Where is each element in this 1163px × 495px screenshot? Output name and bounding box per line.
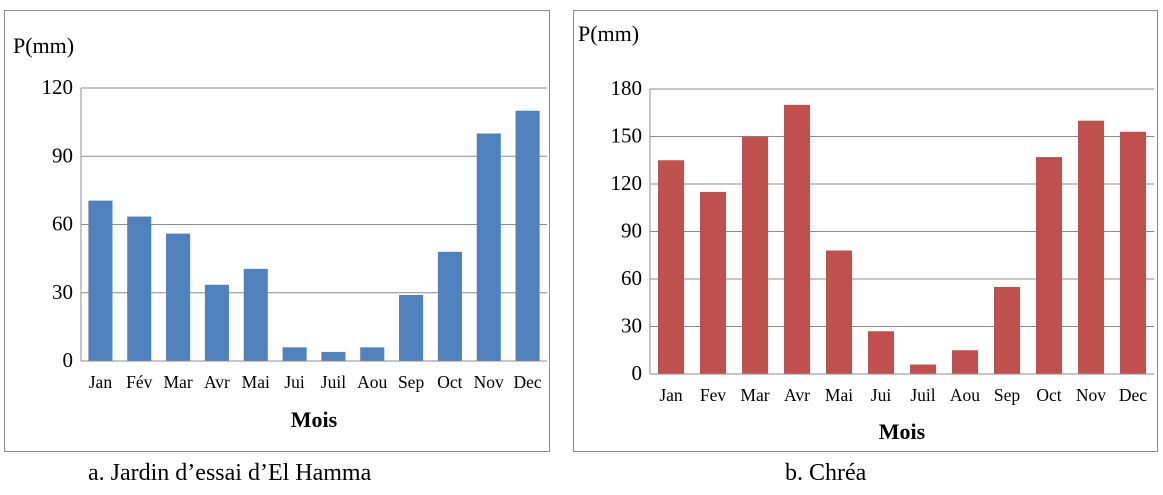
chart-1-xtick-label: Juil	[910, 385, 935, 405]
chart-1-bar-2	[741, 136, 769, 374]
chart-0-bar-1	[127, 216, 152, 361]
chart-1-bar-10	[1077, 120, 1105, 375]
chart-1-ytick-label: 30	[621, 314, 642, 338]
chart-0-xtick-label: Oct	[437, 372, 462, 392]
chart-0-xtick-label: Aou	[357, 372, 387, 392]
chart-1-xlabel: Mois	[879, 419, 926, 444]
chart-1-xtick-label: Aou	[950, 385, 980, 405]
chart-1-ylabel: P(mm)	[578, 21, 639, 46]
chart-0-ytick-label: 90	[52, 143, 73, 167]
chart-1-ytick-label: 60	[621, 266, 642, 290]
chart-0-bar-11	[515, 110, 540, 361]
chart-0-xlabel: Mois	[291, 407, 338, 432]
chart-1-bar-0	[657, 160, 685, 374]
chart-0-ylabel: P(mm)	[13, 33, 74, 58]
chart-0-xtick-label: Nov	[474, 372, 504, 392]
chart-0-bar-3	[204, 284, 229, 361]
chart-1-bar-5	[867, 331, 895, 374]
caption-b: b. Chréa	[785, 460, 867, 486]
chart-1-ytick-label: 150	[611, 124, 643, 148]
chart-0-bar-10	[476, 133, 501, 361]
chart-0-ytick-label: 0	[63, 348, 74, 372]
chart-1-bar-4	[825, 250, 853, 374]
chart-0-ytick-label: 120	[42, 75, 74, 99]
chart-0-bar-9	[437, 251, 462, 361]
chart-0-bar-2	[166, 233, 191, 361]
chart-1-xtick-label: Dec	[1119, 385, 1147, 405]
chart-1-bar-7	[951, 350, 979, 374]
chart-0-ytick-label: 30	[52, 280, 73, 304]
chart-1-ytick-label: 0	[632, 361, 643, 385]
chart-1-bar-11	[1119, 131, 1147, 374]
chart-panel-b: 0 30 60 90 120 150 180 Jan Fev Mar Avr Mai Jui Juil Ao…	[573, 10, 1158, 452]
chart-1-ytick-label: 90	[621, 219, 642, 243]
chart-1-xtick-label: Fev	[700, 385, 727, 405]
chart-1-bar-3	[783, 104, 811, 374]
chart-0-xtick-label: Avr	[204, 372, 230, 392]
chart-1-xtick-label: Oct	[1036, 385, 1061, 405]
chart-0-bar-5	[282, 347, 307, 361]
chart-1-xtick-label: Jan	[659, 385, 683, 405]
chart-b-svg: 0 30 60 90 120 150 180 Jan Fev Mar Avr Mai Jui Juil Ao…	[578, 21, 1154, 444]
chart-1-xtick-label: Avr	[784, 385, 810, 405]
chart-1-xtick-label: Sep	[994, 385, 1021, 405]
chart-1-bar-8	[993, 286, 1021, 374]
chart-0-xtick-label: Juil	[321, 372, 346, 392]
chart-1-xtick-label: Mar	[740, 385, 769, 405]
chart-1-bar-6	[909, 364, 937, 374]
chart-0-xtick-label: Jui	[284, 372, 305, 392]
chart-1-xtick-label: Nov	[1076, 385, 1106, 405]
caption-a: a. Jardin d’essai d’El Hamma	[88, 460, 372, 486]
chart-0-xtick-label: Fév	[126, 372, 153, 392]
chart-1-ytick-label: 180	[611, 76, 643, 100]
chart-0-bar-6	[321, 351, 346, 361]
chart-0-xtick-label: Jan	[89, 372, 113, 392]
chart-0-xtick-label: Dec	[513, 372, 541, 392]
chart-0-bar-4	[243, 268, 268, 361]
chart-1-bar-9	[1035, 157, 1063, 374]
chart-0-ytick-label: 60	[52, 212, 73, 236]
chart-1-ytick-label: 120	[611, 171, 643, 195]
chart-1-bar-1	[699, 191, 727, 374]
chart-0-bar-0	[88, 200, 113, 361]
chart-0-bar-7	[360, 347, 385, 361]
chart-0-bar-8	[399, 295, 424, 361]
chart-0-xtick-label: Mar	[164, 372, 193, 392]
chart-0-xtick-label: Sep	[398, 372, 425, 392]
chart-0-xtick-label: Mai	[242, 372, 270, 392]
chart-a-svg: 0 30 60 90 120 Jan Fév Mar Avr Mai Jui Juil Aou Sep Oc…	[13, 33, 547, 432]
chart-1-xtick-label: Jui	[871, 385, 892, 405]
chart-1-xtick-label: Mai	[825, 385, 853, 405]
chart-panel-a: 0 30 60 90 120 Jan Fév Mar Avr Mai Jui Juil Aou Sep Oc…	[4, 10, 550, 452]
